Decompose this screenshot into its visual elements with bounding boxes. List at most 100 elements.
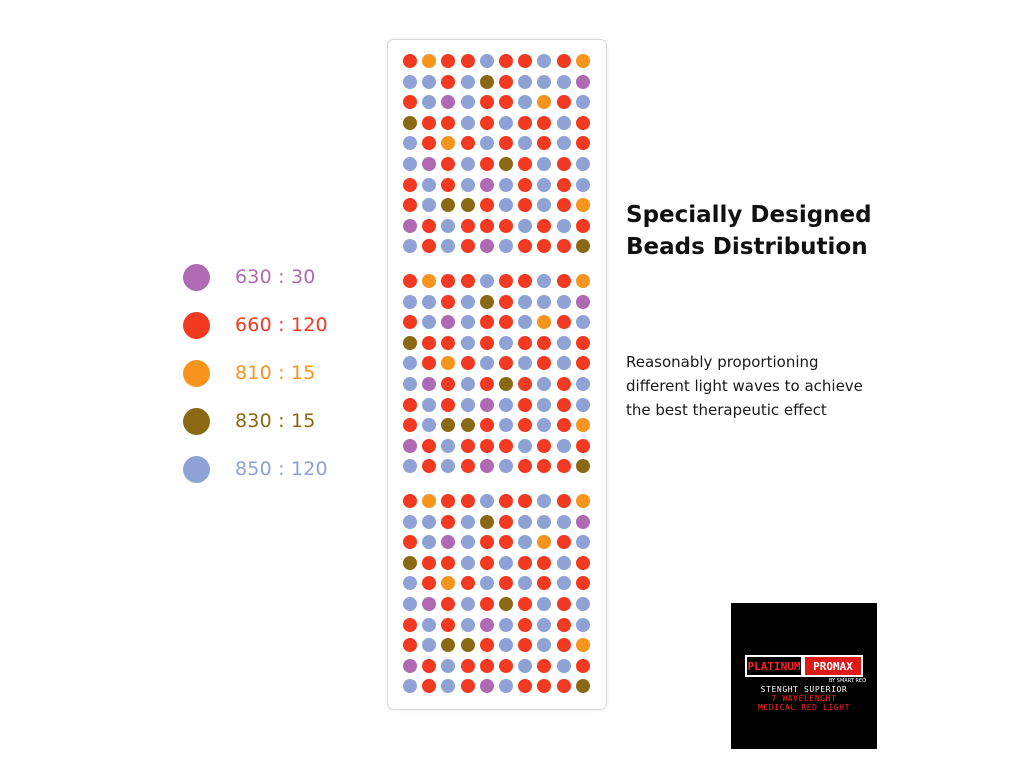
led-bead: [499, 198, 513, 213]
led-bead: [403, 74, 417, 89]
led-bead: [460, 74, 475, 89]
led-bead: [403, 54, 417, 68]
led-bead: [441, 377, 456, 391]
led-bead: [556, 157, 571, 171]
led-bead: [518, 438, 533, 453]
led-bead: [441, 177, 456, 192]
led-bead: [537, 418, 552, 433]
led-bead: [537, 555, 552, 570]
led-bead: [460, 535, 475, 550]
led-bead: [575, 377, 590, 391]
led-bead: [575, 597, 590, 611]
logo-by-text: BY SMART RED: [829, 678, 866, 684]
led-bead: [479, 115, 494, 130]
led-bead: [537, 617, 552, 632]
led-bead: [556, 335, 571, 350]
led-bead: [499, 177, 513, 192]
led-bead: [479, 95, 494, 110]
legend-label-830: 830 : 15: [235, 410, 316, 432]
led-bead: [575, 177, 590, 192]
led-bead: [479, 679, 494, 694]
brand-logo: PLATINUM PROMAX BY SMART RED STENGHT SUP…: [731, 603, 877, 749]
led-bead: [575, 535, 590, 550]
led-bead: [518, 658, 533, 673]
led-bead: [499, 597, 513, 611]
led-bead: [479, 535, 494, 550]
led-bead: [556, 54, 571, 68]
led-bead: [403, 115, 417, 130]
led-bead: [403, 576, 417, 591]
led-bead: [537, 535, 552, 550]
led-bead: [518, 136, 533, 151]
logo-line-1: STENGHT SUPERIOR: [760, 685, 848, 694]
led-bead: [422, 315, 437, 330]
led-bead: [537, 377, 552, 391]
led-bead: [479, 494, 494, 508]
headline-line-1: Specially Designed: [626, 202, 872, 228]
led-bead: [518, 555, 533, 570]
led-bead: [575, 514, 590, 529]
led-bead: [575, 218, 590, 233]
legend-label-660: 660 : 120: [235, 314, 328, 336]
led-bead: [403, 95, 417, 110]
led-bead: [441, 679, 456, 694]
led-bead: [441, 597, 456, 611]
led-bead: [499, 218, 513, 233]
led-bead: [575, 617, 590, 632]
led-bead: [422, 438, 437, 453]
led-bead: [537, 54, 552, 68]
led-bead: [575, 397, 590, 412]
led-bead: [575, 658, 590, 673]
led-bead: [403, 438, 417, 453]
description-line-3: the best therapeutic effect: [626, 401, 827, 419]
led-bead: [422, 95, 437, 110]
led-bead: [575, 356, 590, 371]
led-bead: [537, 177, 552, 192]
led-bead: [575, 418, 590, 433]
led-bead: [422, 535, 437, 550]
led-bead: [422, 239, 437, 254]
led-bead: [499, 535, 513, 550]
led-bead: [441, 115, 456, 130]
led-bead: [441, 136, 456, 151]
legend-swatch-630: [183, 263, 210, 291]
led-bead: [575, 494, 590, 508]
led-bead: [556, 274, 571, 288]
legend-item-630: 630 : 30: [183, 263, 316, 291]
led-bead: [499, 294, 513, 309]
led-bead: [422, 294, 437, 309]
led-bead: [460, 494, 475, 508]
led-bead: [479, 459, 494, 474]
led-bead: [537, 494, 552, 508]
led-bead: [518, 157, 533, 171]
legend-item-810: 810 : 15: [183, 359, 316, 387]
led-bead: [479, 177, 494, 192]
led-bead: [556, 136, 571, 151]
led-bead: [499, 555, 513, 570]
led-bead: [518, 397, 533, 412]
led-bead: [441, 218, 456, 233]
led-bead: [422, 555, 437, 570]
led-bead: [479, 239, 494, 254]
led-bead: [518, 418, 533, 433]
led-bead: [422, 377, 437, 391]
led-bead: [479, 658, 494, 673]
led-bead: [460, 274, 475, 288]
led-bead: [518, 315, 533, 330]
led-bead: [556, 198, 571, 213]
led-bead: [479, 514, 494, 529]
led-bead: [422, 335, 437, 350]
led-bead: [403, 459, 417, 474]
led-bead: [403, 136, 417, 151]
led-bead: [499, 514, 513, 529]
led-bead: [499, 335, 513, 350]
led-bead: [537, 239, 552, 254]
led-bead: [518, 597, 533, 611]
led-bead: [403, 418, 417, 433]
led-bead: [499, 459, 513, 474]
led-bead: [441, 95, 456, 110]
led-bead: [403, 679, 417, 694]
led-bead: [403, 315, 417, 330]
led-bead: [403, 555, 417, 570]
led-bead: [441, 658, 456, 673]
